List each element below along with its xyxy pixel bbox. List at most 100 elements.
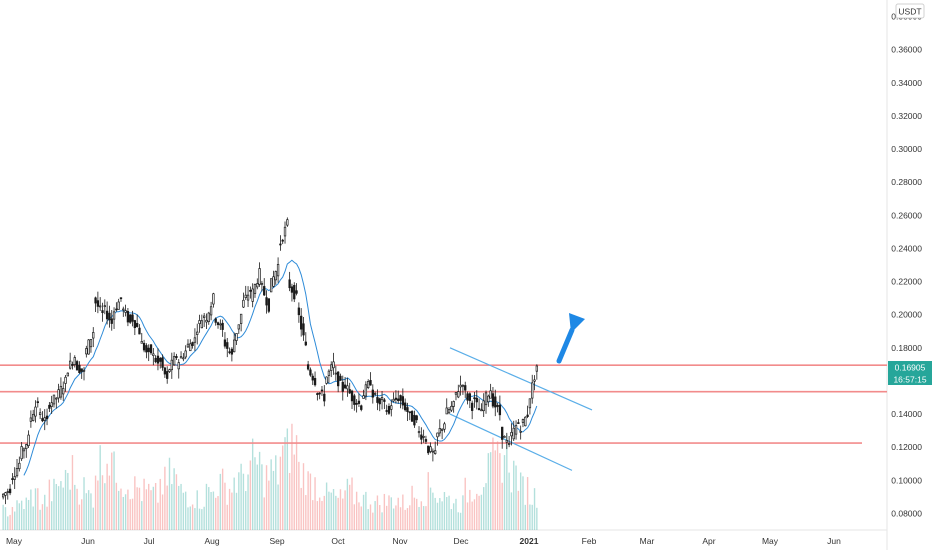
volume-bar [439, 498, 441, 530]
volume-bar [508, 472, 510, 530]
volume-bar [7, 516, 9, 530]
volume-bar [286, 428, 289, 530]
volume-bar [402, 494, 404, 530]
candle-down [147, 347, 150, 352]
volume-bar [53, 478, 55, 530]
candle-down [339, 375, 342, 381]
candle-up [82, 369, 86, 372]
volume-bar [268, 480, 270, 530]
volume-bar [420, 501, 423, 530]
candle-down [336, 371, 340, 387]
candle-up [514, 425, 518, 435]
volume-bar [288, 472, 291, 530]
candle-down [149, 344, 153, 354]
candle-up [503, 436, 506, 438]
volume-bar [441, 501, 443, 530]
candle-down [318, 392, 321, 395]
volume-bar [245, 491, 247, 530]
candle-up [244, 294, 247, 298]
candle-up [184, 350, 187, 358]
volume-bar [457, 512, 459, 530]
candle-up [140, 341, 143, 344]
candle-down [281, 239, 284, 242]
volume-bar [94, 475, 97, 530]
candle-down [8, 488, 12, 494]
candle-up [533, 379, 536, 382]
time-tick-label: Feb [582, 536, 597, 546]
volume-bar [136, 487, 138, 530]
volume-bar [161, 494, 164, 530]
candle-up [346, 385, 349, 390]
volume-bar [372, 512, 374, 530]
candle-up [450, 405, 453, 411]
volume-bars [2, 423, 538, 530]
candle-down [216, 322, 220, 326]
volume-bar [48, 479, 51, 530]
volume-bar [323, 495, 325, 530]
volume-bar [101, 475, 104, 530]
volume-bar [309, 473, 312, 530]
volume-bar [496, 441, 499, 530]
volume-bar [355, 491, 358, 530]
candle-up [87, 339, 90, 355]
volume-bar [221, 468, 224, 530]
candle-down [221, 322, 224, 330]
candle-up [332, 361, 335, 369]
volume-bar [328, 491, 330, 530]
price-tick-label: 0.20000 [891, 310, 922, 320]
volume-bar [261, 464, 263, 530]
candle-down [385, 410, 388, 412]
candle-down [526, 414, 529, 417]
channel-lower-line [449, 413, 573, 471]
volume-bar [208, 487, 210, 530]
price-tick-label: 0.32000 [891, 111, 922, 121]
volume-bar [529, 504, 531, 530]
candle-down [119, 297, 123, 300]
candle-down [279, 243, 282, 246]
volume-bar [233, 477, 235, 530]
volume-bar [180, 483, 182, 530]
volume-bar [14, 511, 16, 530]
arrow-shaft [556, 327, 575, 364]
candlesticks [1, 217, 539, 505]
currency-badge[interactable] [895, 3, 925, 19]
candle-down [263, 286, 266, 296]
candle-down [323, 393, 326, 402]
candle-up [362, 395, 365, 399]
candle-up [13, 476, 16, 480]
candle-down [371, 389, 374, 398]
time-tick-label: Jul [144, 536, 155, 546]
candle-up [122, 308, 125, 311]
volume-bar [307, 471, 309, 530]
candle-down [101, 310, 104, 314]
candle-up [177, 362, 180, 370]
candle-down [498, 404, 502, 416]
candle-down [71, 364, 74, 366]
volume-bar [436, 502, 439, 530]
candle-up [233, 339, 236, 353]
volume-bar [258, 451, 261, 530]
volume-bar [351, 477, 353, 530]
volume-bar [487, 453, 490, 530]
volume-bar [506, 434, 508, 530]
volume-bar [418, 506, 420, 530]
candle-up [452, 401, 455, 407]
candle-down [420, 434, 423, 440]
time-tick-label: Nov [392, 536, 408, 546]
volume-bar [293, 454, 295, 530]
candle-up [417, 431, 421, 434]
volume-bar [300, 487, 302, 530]
time-tick-label: Oct [331, 536, 345, 546]
volume-bar [198, 508, 201, 530]
candle-up [422, 436, 425, 438]
candle-down [403, 402, 407, 411]
time-tick-label: Dec [453, 536, 469, 546]
candle-down [226, 342, 229, 349]
volume-bar [295, 435, 298, 530]
candle-up [535, 365, 539, 372]
price-tick-label: 0.18000 [891, 343, 922, 353]
volume-bar [388, 495, 390, 530]
volume-bar [226, 504, 228, 530]
